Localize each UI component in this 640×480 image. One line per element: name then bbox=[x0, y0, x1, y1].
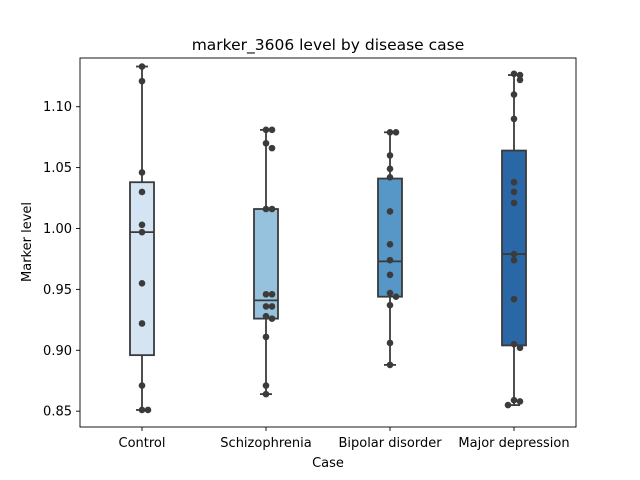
y-axis-label: Marker level bbox=[20, 202, 35, 282]
data-point bbox=[386, 289, 394, 297]
data-point bbox=[262, 290, 270, 298]
data-point bbox=[386, 256, 394, 264]
data-point bbox=[392, 128, 400, 136]
data-point bbox=[138, 221, 146, 229]
data-point bbox=[510, 295, 518, 303]
plot-frame bbox=[79, 57, 577, 428]
data-point bbox=[516, 398, 524, 405]
data-point bbox=[268, 290, 276, 298]
data-point bbox=[510, 188, 518, 196]
box bbox=[253, 208, 279, 320]
data-point bbox=[510, 340, 518, 348]
y-axis: 0.85 0.90 0.95 1.00 1.05 1.10 bbox=[43, 100, 80, 420]
data-point bbox=[510, 115, 518, 123]
y-tick-label: 0.95 bbox=[43, 283, 72, 298]
data-point bbox=[510, 70, 518, 78]
data-point bbox=[386, 165, 394, 173]
data-point bbox=[510, 178, 518, 186]
box-group-major-depression bbox=[501, 70, 527, 409]
data-point bbox=[262, 205, 270, 213]
box-group-control bbox=[129, 63, 155, 414]
data-point bbox=[268, 315, 276, 322]
data-point bbox=[138, 169, 146, 176]
data-point bbox=[510, 91, 518, 98]
data-point bbox=[262, 333, 270, 341]
data-point bbox=[268, 144, 276, 152]
y-tick-label: 0.90 bbox=[43, 344, 72, 359]
y-tick-label: 1.00 bbox=[43, 222, 72, 237]
data-point bbox=[510, 396, 518, 404]
data-point bbox=[386, 339, 394, 347]
y-tick-label: 1.10 bbox=[43, 100, 72, 115]
data-point bbox=[268, 205, 276, 213]
data-point bbox=[138, 279, 146, 287]
data-point bbox=[386, 174, 394, 181]
box-group-bipolar-disorder bbox=[377, 128, 403, 369]
data-point bbox=[268, 126, 276, 134]
data-point bbox=[510, 199, 518, 207]
data-point bbox=[516, 344, 524, 352]
data-point bbox=[516, 76, 524, 84]
data-point bbox=[392, 293, 400, 300]
x-tick-label: Major depression bbox=[458, 436, 569, 451]
data-point bbox=[262, 390, 270, 398]
data-point bbox=[386, 241, 394, 248]
x-tick-label: Schizophrenia bbox=[220, 436, 311, 451]
plot-area bbox=[129, 63, 527, 414]
data-point bbox=[262, 303, 270, 310]
data-point bbox=[138, 188, 146, 196]
data-point bbox=[262, 126, 270, 134]
data-point bbox=[510, 256, 518, 264]
data-point bbox=[386, 271, 394, 279]
data-point bbox=[138, 228, 146, 236]
box bbox=[129, 181, 155, 357]
data-point bbox=[386, 208, 394, 215]
y-tick-label: 1.05 bbox=[43, 161, 72, 176]
data-point bbox=[262, 312, 270, 320]
chart-title: marker_3606 level by disease case bbox=[192, 36, 465, 55]
x-tick-label: Bipolar disorder bbox=[338, 436, 442, 451]
data-point bbox=[386, 128, 394, 136]
data-point bbox=[138, 382, 146, 389]
data-point bbox=[262, 382, 270, 389]
data-point bbox=[386, 152, 394, 159]
data-point bbox=[138, 320, 146, 327]
box bbox=[377, 177, 403, 298]
data-point bbox=[262, 139, 270, 147]
x-axis-label: Case bbox=[312, 456, 344, 471]
data-point bbox=[138, 406, 146, 414]
x-tick-label: Control bbox=[119, 436, 166, 451]
data-point bbox=[138, 77, 146, 85]
data-point bbox=[138, 63, 146, 70]
data-point bbox=[510, 250, 518, 258]
data-point bbox=[268, 303, 276, 310]
data-point bbox=[516, 71, 524, 79]
data-point bbox=[386, 301, 394, 309]
box-group-schizophrenia bbox=[253, 126, 279, 398]
data-point bbox=[386, 361, 394, 369]
data-point bbox=[144, 406, 152, 414]
data-point bbox=[504, 401, 512, 409]
x-axis: Control Schizophrenia Bipolar disorder Majo… bbox=[119, 427, 570, 451]
y-tick-label: 0.85 bbox=[43, 405, 72, 420]
